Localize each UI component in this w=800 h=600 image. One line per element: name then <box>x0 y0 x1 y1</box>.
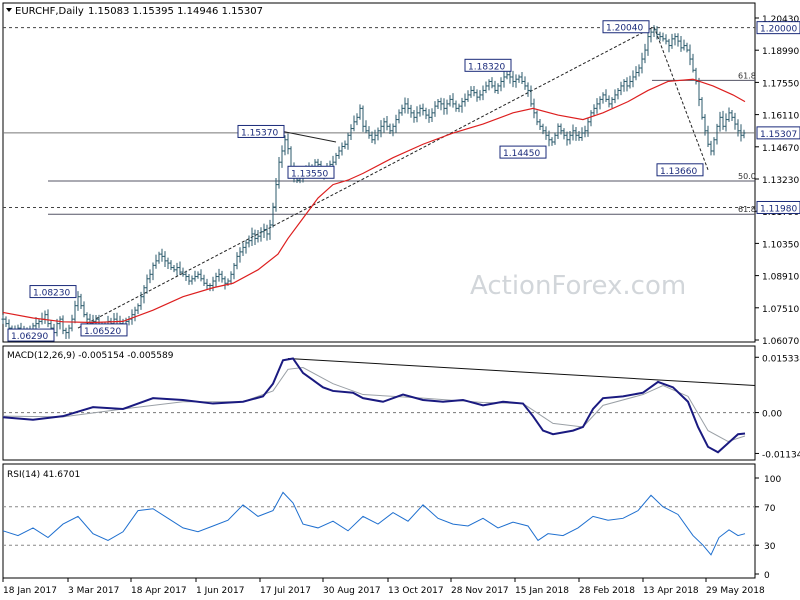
x-tick-label: 13 Oct 2017 <box>388 586 444 596</box>
price-label: 1.18320 <box>468 62 505 72</box>
price-label: 1.20040 <box>606 24 643 34</box>
watermark: ActionForex.com <box>470 271 686 301</box>
fib-label: 50.0 <box>738 172 756 181</box>
price-label: 1.06290 <box>11 332 48 342</box>
price-label-box <box>499 145 547 159</box>
price-label: 1.15370 <box>241 128 278 138</box>
level-value-box <box>756 126 800 140</box>
x-tick-label: 18 Jan 2017 <box>3 586 57 596</box>
price-label-box <box>287 165 335 179</box>
price-label-box <box>602 20 650 34</box>
x-tick-label: 15 Jan 2018 <box>515 586 569 596</box>
y-tick-label: 1.17550 <box>762 79 799 89</box>
macd-panel <box>2 345 756 461</box>
y-tick-label: 1.10350 <box>762 240 799 250</box>
fib-label: 61.8 <box>738 205 756 214</box>
level-value-label: 1.20000 <box>760 25 797 35</box>
y-tick-label: 1.20430 <box>762 15 799 25</box>
rsi-y-tick-label: 100 <box>764 475 781 485</box>
price-label: 1.08230 <box>33 289 70 299</box>
price-label: 1.13550 <box>291 169 328 179</box>
y-tick-label: 1.14670 <box>762 144 799 154</box>
macd-y-tick-label: 0.015338 <box>762 354 800 364</box>
y-tick-label: 1.18990 <box>762 47 799 57</box>
x-tick-label: 18 Apr 2017 <box>131 586 187 596</box>
x-tick-label: 30 Aug 2017 <box>323 586 381 596</box>
price-label-box <box>7 328 55 342</box>
trendline-dashed <box>77 26 655 329</box>
level-value-box <box>756 200 800 214</box>
x-tick-label: 28 Feb 2018 <box>579 586 635 596</box>
price-label: 1.06520 <box>84 327 121 337</box>
price-label-box <box>29 285 77 299</box>
rsi-label: RSI(14) 41.6701 <box>7 470 80 480</box>
price-label-box <box>237 124 285 138</box>
chart-title: EURCHF,Daily <box>15 6 84 17</box>
y-tick-label: 1.06070 <box>762 337 799 347</box>
y-tick-label: 1.07510 <box>762 305 799 315</box>
price-label-box <box>656 163 704 177</box>
x-tick-label: 29 May 2018 <box>706 586 765 596</box>
macd-y-tick-label: 0.00 <box>762 410 782 420</box>
price-label: 1.14450 <box>503 149 540 159</box>
x-tick-label: 28 Nov 2017 <box>451 586 509 596</box>
x-tick-label: 1 Jun 2017 <box>196 586 244 596</box>
level-value-box <box>756 21 800 35</box>
macd-line <box>2 357 746 454</box>
trendline <box>282 130 337 143</box>
collapse-triangle-icon[interactable] <box>6 8 12 12</box>
x-tick-label: 17 Jul 2017 <box>260 586 311 596</box>
macd-trendline <box>287 357 756 387</box>
rsi-y-tick-label: 30 <box>764 542 776 552</box>
rsi-panel <box>2 463 756 579</box>
fib-label: 61.8 <box>738 71 756 80</box>
x-tick-label: 13 Apr 2018 <box>643 586 699 596</box>
y-tick-label: 1.16110 <box>762 112 799 122</box>
rsi-y-tick-label: 70 <box>764 504 776 514</box>
level-value-label: 1.15307 <box>760 130 797 140</box>
macd-y-tick-label: -0.01134 <box>762 450 800 460</box>
level-value-label: 1.11980 <box>760 204 797 214</box>
y-tick-label: 1.13230 <box>762 176 799 186</box>
trendline-dashed <box>653 26 709 170</box>
price-panel <box>2 2 756 343</box>
price-label: 1.13660 <box>660 167 697 177</box>
rsi-line <box>2 491 746 556</box>
price-label-box <box>464 58 512 72</box>
y-tick-label: 1.08910 <box>762 273 799 283</box>
rsi-y-tick-label: 0 <box>764 571 770 581</box>
ohlc-readout: 1.15083 1.15395 1.14946 1.15307 <box>88 6 263 17</box>
moving-average-line <box>2 78 746 324</box>
macd-label: MACD(12,26,9) -0.005154 -0.005589 <box>7 351 174 361</box>
price-label-box <box>80 323 128 337</box>
x-tick-label: 3 Mar 2017 <box>68 586 119 596</box>
